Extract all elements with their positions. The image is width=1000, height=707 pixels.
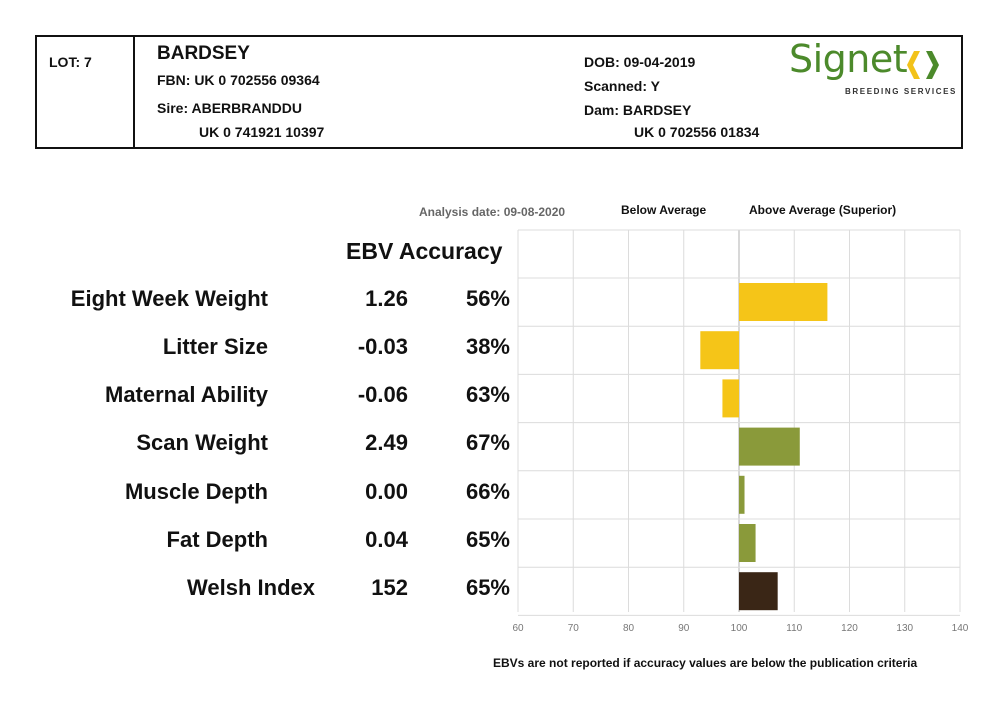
x-tick-label: 60 [512, 623, 524, 634]
bar-eight-week-weight [739, 283, 828, 321]
trait-name: Muscle Depth [124, 479, 268, 504]
footnote: EBVs are not reported if accuracy values… [493, 656, 918, 670]
trait-accuracy: 56% [465, 286, 510, 311]
analysis-date: Analysis date: 09-08-2020 [419, 205, 566, 219]
trait-accuracy: 38% [465, 334, 510, 359]
dam-name: Dam: BARDSEY [584, 102, 692, 118]
bar-welsh-index [739, 572, 778, 611]
flock-book-number: FBN: UK 0 702556 09364 [157, 72, 320, 88]
trait-ebv: -0.06 [357, 382, 408, 407]
scanned-status: Scanned: Y [584, 78, 660, 94]
trait-name: Eight Week Weight [70, 286, 268, 311]
header-divider [133, 37, 135, 147]
signet-logo-subtitle: BREEDING SERVICES [845, 87, 957, 96]
trait-name: Fat Depth [166, 527, 268, 552]
signet-logo-icon [907, 51, 939, 79]
below-average-label: Below Average [621, 203, 707, 217]
dam-id: UK 0 702556 01834 [634, 124, 760, 140]
trait-name: Maternal Ability [105, 382, 268, 407]
x-tick-label: 130 [896, 623, 913, 634]
x-tick-label: 110 [786, 623, 802, 634]
trait-accuracy: 63% [465, 382, 510, 407]
trait-accuracy: 67% [465, 430, 510, 455]
bar-litter-size [700, 331, 739, 370]
bar-muscle-depth [739, 475, 745, 514]
trait-ebv: 1.26 [365, 286, 408, 311]
bar-scan-weight [739, 427, 800, 466]
sire-name: Sire: ABERBRANDDU [157, 100, 302, 116]
trait-name: Scan Weight [136, 430, 268, 455]
x-tick-label: 120 [841, 623, 858, 634]
animal-header: LOT: 7 BARDSEY FBN: UK 0 702556 09364 Si… [35, 35, 963, 149]
bar-fat-depth [739, 524, 756, 562]
ebv-accuracy-header: EBV Accuracy [346, 238, 503, 264]
x-tick-label: 90 [678, 623, 690, 634]
above-average-label: Above Average (Superior) [749, 203, 897, 217]
x-tick-label: 100 [731, 623, 748, 634]
trait-ebv: 0.04 [365, 527, 408, 552]
lot-number: LOT: 7 [49, 54, 92, 70]
trait-ebv: 0.00 [365, 479, 408, 504]
trait-ebv: -0.03 [357, 334, 408, 359]
sire-id: UK 0 741921 10397 [199, 124, 325, 140]
bar-maternal-ability [722, 379, 739, 418]
trait-accuracy: 66% [465, 479, 510, 504]
x-tick-label: 80 [623, 623, 635, 634]
trait-name: Welsh Index [187, 575, 315, 600]
date-of-birth: DOB: 09-04-2019 [584, 54, 696, 70]
animal-name: BARDSEY [157, 43, 250, 64]
trait-ebv: 152 [371, 575, 408, 600]
signet-logo-text: Signet [789, 37, 908, 81]
trait-name: Litter Size [162, 334, 268, 359]
trait-accuracy: 65% [465, 527, 510, 552]
trait-accuracy: 65% [465, 575, 510, 600]
x-tick-label: 140 [952, 623, 969, 634]
x-tick-label: 70 [568, 623, 580, 634]
trait-ebv: 2.49 [365, 430, 408, 455]
